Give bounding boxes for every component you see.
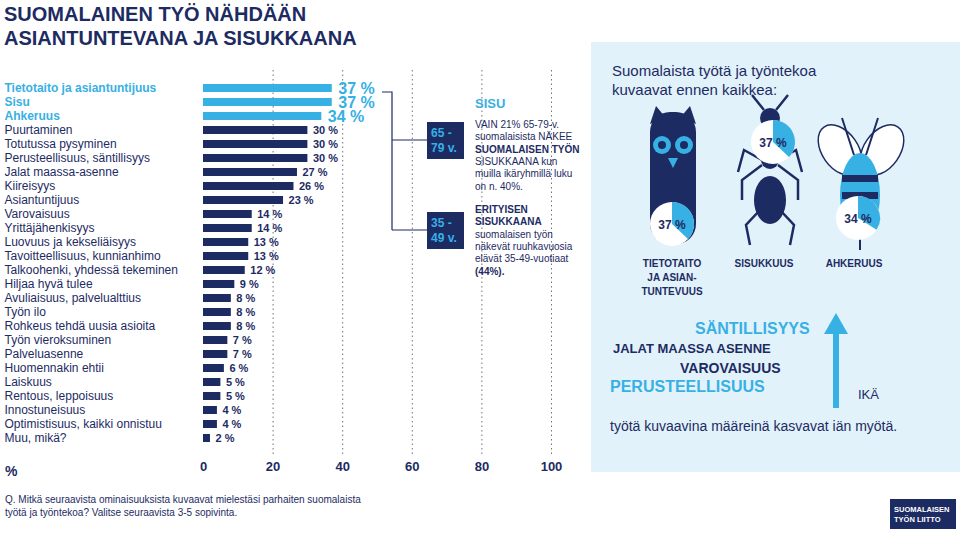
svg-text:SUOMALAINEN TYÖ NÄHDÄÄN: SUOMALAINEN TYÖ NÄHDÄÄN: [4, 3, 306, 25]
svg-text:Hiljaa hyvä tulee: Hiljaa hyvä tulee: [5, 277, 93, 291]
svg-text:37 %: 37 %: [658, 218, 686, 232]
svg-text:PERUSTEELLISUUS: PERUSTEELLISUUS: [610, 378, 765, 395]
svg-text:13 %: 13 %: [254, 236, 279, 248]
svg-text:Jalat maassa-asenne: Jalat maassa-asenne: [5, 165, 119, 179]
svg-text:60: 60: [405, 459, 419, 474]
svg-text:SUOMALAISEN: SUOMALAISEN: [894, 505, 949, 514]
svg-text:Puurtaminen: Puurtaminen: [5, 123, 73, 137]
svg-text:muilla ikäryhmillä luku: muilla ikäryhmillä luku: [475, 168, 572, 179]
svg-text:23 %: 23 %: [289, 194, 314, 206]
svg-text:8 %: 8 %: [236, 306, 255, 318]
svg-text:7 %: 7 %: [233, 348, 252, 360]
svg-text:AHKERUUS: AHKERUUS: [826, 258, 883, 269]
svg-text:30 %: 30 %: [313, 138, 338, 150]
svg-text:ASIANTUNTEVANA JA SISUKKAANA: ASIANTUNTEVANA JA SISUKKAANA: [4, 27, 357, 49]
svg-text:9 %: 9 %: [240, 278, 259, 290]
svg-text:14 %: 14 %: [257, 222, 282, 234]
svg-text:SISUKKUUS: SISUKKUUS: [735, 258, 794, 269]
svg-text:37 %: 37 %: [759, 136, 787, 150]
svg-text:Talkoohenki, yhdessä tekeminen: Talkoohenki, yhdessä tekeminen: [5, 263, 178, 277]
svg-text:30 %: 30 %: [313, 124, 338, 136]
svg-text:20: 20: [266, 459, 280, 474]
svg-text:Ahkeruus: Ahkeruus: [5, 109, 61, 123]
svg-text:(44%).: (44%).: [475, 266, 505, 277]
svg-text:TIETOTAITO: TIETOTAITO: [643, 258, 702, 269]
svg-text:Q. Mitkä seuraavista ominaisuu: Q. Mitkä seuraavista ominaisuuksista kuv…: [5, 494, 361, 505]
svg-text:30 %: 30 %: [313, 152, 338, 164]
svg-text:Palveluasenne: Palveluasenne: [5, 347, 84, 361]
svg-text:Muu, mikä?: Muu, mikä?: [5, 431, 67, 445]
svg-text:8 %: 8 %: [236, 320, 255, 332]
svg-text:4 %: 4 %: [222, 418, 241, 430]
svg-text:VAIN 21% 65-79-v.: VAIN 21% 65-79-v.: [475, 119, 559, 130]
svg-text:5 %: 5 %: [226, 390, 245, 402]
svg-text:34 %: 34 %: [844, 212, 872, 226]
svg-text:Yrittäjähenkisyys: Yrittäjähenkisyys: [5, 221, 95, 235]
svg-text:ERITYISEN: ERITYISEN: [475, 204, 528, 215]
svg-text:27 %: 27 %: [302, 166, 327, 178]
svg-text:40: 40: [335, 459, 349, 474]
svg-text:5 %: 5 %: [226, 376, 245, 388]
svg-text:6 %: 6 %: [229, 362, 248, 374]
svg-text:8 %: 8 %: [236, 292, 255, 304]
svg-text:Asiantuntijuus: Asiantuntijuus: [5, 193, 80, 207]
svg-text:26 %: 26 %: [299, 180, 324, 192]
svg-text:Sisu: Sisu: [5, 95, 30, 109]
svg-text:SISUKKAANA kun: SISUKKAANA kun: [475, 156, 557, 167]
svg-text:14 %: 14 %: [257, 208, 282, 220]
svg-text:Perusteellisuus, säntillisyys: Perusteellisuus, säntillisyys: [5, 151, 150, 165]
svg-text:SISU: SISU: [475, 96, 505, 111]
svg-text:0: 0: [200, 459, 207, 474]
svg-text:Huomennakin ehtii: Huomennakin ehtii: [5, 361, 104, 375]
svg-text:100: 100: [541, 459, 563, 474]
svg-text:Avuliaisuus, palvelualttius: Avuliaisuus, palvelualttius: [5, 291, 142, 305]
svg-text:Optimistisuus, kaikki onnistuu: Optimistisuus, kaikki onnistuu: [5, 417, 162, 431]
svg-text:Luovuus ja kekseliäisyys: Luovuus ja kekseliäisyys: [5, 235, 136, 249]
svg-text:34 %: 34 %: [328, 108, 364, 125]
svg-text:49 v.: 49 v.: [431, 231, 457, 245]
svg-text:VAROVAISUUS: VAROVAISUUS: [680, 360, 781, 376]
svg-text:Rentous, leppoisuus: Rentous, leppoisuus: [5, 389, 114, 403]
svg-text:SUOMALAISEN TYÖN: SUOMALAISEN TYÖN: [475, 143, 579, 155]
svg-text:suomalaisista NÄKEE: suomalaisista NÄKEE: [475, 131, 573, 142]
svg-text:näkevät ruuhkavuosia: näkevät ruuhkavuosia: [475, 241, 573, 252]
svg-text:2 %: 2 %: [215, 432, 234, 444]
svg-text:TYÖN LIITTO: TYÖN LIITTO: [894, 515, 941, 524]
svg-text:TUNTEVUUS: TUNTEVUUS: [641, 286, 702, 297]
svg-text:37 %: 37 %: [338, 79, 375, 97]
svg-text:JALAT MAASSA ASENNE: JALAT MAASSA ASENNE: [613, 341, 771, 356]
svg-text:suomalaisen työn: suomalaisen työn: [475, 229, 553, 240]
svg-text:12 %: 12 %: [250, 264, 275, 276]
svg-text:IKÄ: IKÄ: [858, 387, 879, 402]
svg-text:79 v.: 79 v.: [431, 141, 457, 155]
svg-text:37 %: 37 %: [338, 93, 375, 111]
svg-text:7 %: 7 %: [233, 334, 252, 346]
svg-text:on n. 40%.: on n. 40%.: [475, 181, 523, 192]
svg-text:65 -: 65 -: [431, 126, 452, 140]
svg-text:Varovaisuus: Varovaisuus: [5, 207, 70, 221]
svg-text:35 -: 35 -: [431, 216, 452, 230]
svg-text:Kiireisyys: Kiireisyys: [5, 179, 56, 193]
svg-text:Työn ilo: Työn ilo: [5, 305, 47, 319]
svg-text:elävät 35-49-vuotiaat: elävät 35-49-vuotiaat: [475, 253, 569, 264]
svg-text:Tavoitteellisuus, kunnianhimo: Tavoitteellisuus, kunnianhimo: [5, 249, 161, 263]
svg-text:Rohkeus tehdä uusia asioita: Rohkeus tehdä uusia asioita: [5, 319, 156, 333]
svg-text:SÄNTILLISYYS: SÄNTILLISYYS: [695, 320, 810, 337]
svg-text:Totutussa pysyminen: Totutussa pysyminen: [5, 137, 117, 151]
svg-text:työtä ja työntekoa? Valitse se: työtä ja työntekoa? Valitse seuraavista …: [5, 507, 237, 518]
svg-text:kuvaavat ennen kaikkea:: kuvaavat ennen kaikkea:: [612, 81, 777, 98]
svg-text:13 %: 13 %: [254, 250, 279, 262]
svg-text:Innostuneisuus: Innostuneisuus: [5, 403, 86, 417]
svg-text:Tietotaito ja asiantuntijuus: Tietotaito ja asiantuntijuus: [5, 81, 157, 95]
svg-text:Työn vieroksuminen: Työn vieroksuminen: [5, 333, 112, 347]
svg-text:Laiskuus: Laiskuus: [5, 375, 52, 389]
svg-text:80: 80: [475, 459, 489, 474]
svg-text:4 %: 4 %: [222, 404, 241, 416]
svg-text:%: %: [5, 463, 18, 479]
svg-text:JA ASIAN-: JA ASIAN-: [647, 272, 696, 283]
svg-text:SISUKKAANA: SISUKKAANA: [475, 216, 542, 227]
svg-text:Suomalaista työtä ja työntekoa: Suomalaista työtä ja työntekoa: [612, 62, 817, 79]
svg-text:työtä kuvaavina määreinä kasva: työtä kuvaavina määreinä kasvavat iän my…: [610, 418, 897, 434]
